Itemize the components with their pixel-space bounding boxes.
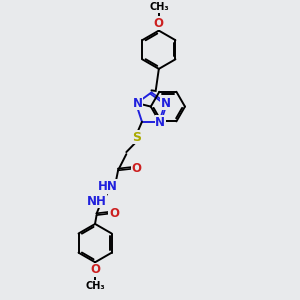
Text: S: S <box>132 130 141 144</box>
Text: CH₃: CH₃ <box>85 281 105 291</box>
Text: N: N <box>160 97 170 110</box>
Text: CH₃: CH₃ <box>149 2 169 12</box>
Text: O: O <box>154 17 164 30</box>
Text: O: O <box>109 206 119 220</box>
Text: O: O <box>90 263 100 276</box>
Text: N: N <box>155 116 165 129</box>
Text: O: O <box>131 162 141 175</box>
Text: NH: NH <box>87 195 106 208</box>
Text: N: N <box>133 97 142 110</box>
Text: HN: HN <box>98 180 118 193</box>
